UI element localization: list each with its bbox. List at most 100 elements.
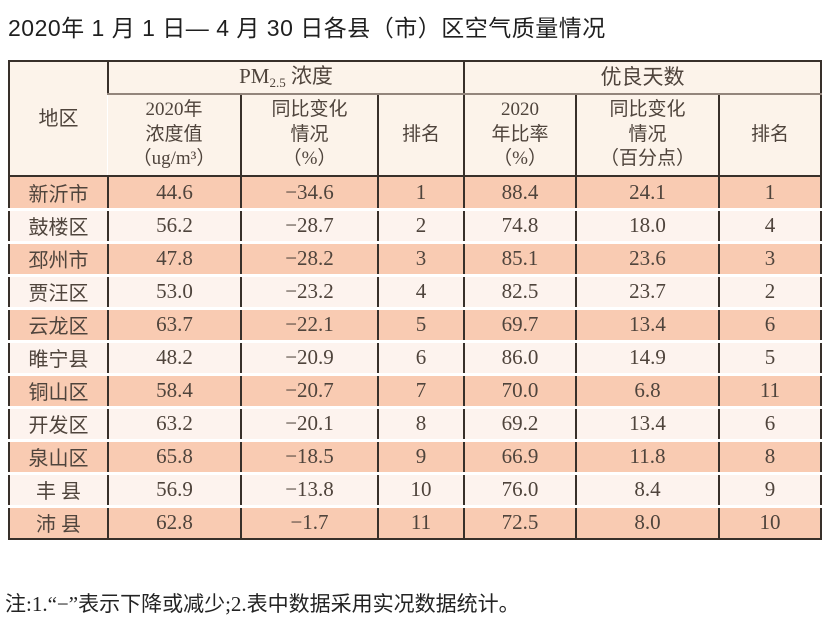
cell-region: 新沂市: [9, 176, 108, 209]
page-title: 2020年 1 月 1 日— 4 月 30 日各县（市）区空气质量情况: [8, 15, 606, 41]
cell-days-rank: 10: [718, 504, 822, 539]
cell-region: 沛 县: [9, 504, 108, 539]
cell-pm-change: −28.2: [240, 240, 378, 275]
cell-pm-rank: 7: [376, 372, 465, 407]
cell-pm-change: −20.1: [240, 405, 378, 440]
cell-days-ratio: 88.4: [463, 176, 577, 209]
column-header-pm-value: 2020年 浓度值 （ug/m³）: [108, 94, 241, 177]
cell-days-ratio: 85.1: [463, 240, 577, 275]
cell-days-change: 23.6: [575, 240, 720, 275]
table-row: 贾汪区 53.0 −23.2 4 82.5 23.7 2: [9, 273, 822, 308]
cell-pm-rank: 11: [376, 504, 465, 539]
cell-region: 丰 县: [9, 471, 108, 506]
cell-region: 邳州市: [9, 240, 108, 275]
cell-region: 铜山区: [9, 372, 108, 407]
cell-days-change: 11.8: [575, 438, 720, 473]
cell-pm-value: 62.8: [107, 504, 241, 539]
cell-days-ratio: 69.7: [463, 306, 577, 341]
cell-days-rank: 6: [718, 306, 822, 341]
cell-pm-value: 47.8: [107, 240, 241, 275]
header-sub-row: 2020年 浓度值 （ug/m³） 同比变化 情况 （%） 排名 2020 年比…: [9, 94, 822, 177]
pm25-label-subscript: 2.5: [269, 75, 286, 91]
cell-pm-change: −28.7: [240, 207, 378, 242]
column-header-pm-change: 同比变化 情况 （%）: [240, 94, 378, 177]
table-row: 开发区 63.2 −20.1 8 69.2 13.4 6: [9, 405, 822, 440]
cell-pm-rank: 8: [376, 405, 465, 440]
table-row: 鼓楼区 56.2 −28.7 2 74.8 18.0 4: [9, 207, 822, 242]
table-row: 泉山区 65.8 −18.5 9 66.9 11.8 8: [9, 438, 822, 473]
cell-pm-rank: 4: [376, 273, 465, 308]
cell-pm-change: −20.7: [240, 372, 378, 407]
cell-days-rank: 9: [718, 471, 822, 506]
cell-region: 睢宁县: [9, 339, 108, 374]
cell-days-change: 8.4: [575, 471, 720, 506]
cell-days-change: 13.4: [575, 306, 720, 341]
cell-region: 开发区: [9, 405, 108, 440]
cell-pm-change: −23.2: [240, 273, 378, 308]
cell-days-ratio: 76.0: [463, 471, 577, 506]
cell-pm-value: 53.0: [107, 273, 241, 308]
cell-days-rank: 6: [718, 405, 822, 440]
cell-pm-value: 58.4: [107, 372, 241, 407]
cell-days-ratio: 69.2: [463, 405, 577, 440]
table-row: 铜山区 58.4 −20.7 7 70.0 6.8 11: [9, 372, 822, 407]
cell-days-change: 6.8: [575, 372, 720, 407]
table-row: 沛 县 62.8 −1.7 11 72.5 8.0 10: [9, 504, 822, 539]
table-row: 丰 县 56.9 −13.8 10 76.0 8.4 9: [9, 471, 822, 506]
cell-pm-change: −13.8: [240, 471, 378, 506]
cell-days-ratio: 74.8: [463, 207, 577, 242]
cell-days-change: 24.1: [575, 176, 720, 209]
cell-days-change: 14.9: [575, 339, 720, 374]
cell-pm-change: −34.6: [240, 176, 378, 209]
column-header-days-ratio: 2020 年比率 （%）: [463, 94, 577, 177]
cell-days-ratio: 86.0: [463, 339, 577, 374]
air-quality-table: 地区 PM2.5 浓度 优良天数 2020年 浓度值 （ug/m³） 同比变化 …: [8, 60, 823, 540]
cell-pm-value: 48.2: [107, 339, 241, 374]
cell-pm-value: 56.9: [107, 471, 241, 506]
column-header-pm-rank: 排名: [376, 94, 465, 177]
cell-days-ratio: 72.5: [463, 504, 577, 539]
cell-region: 云龙区: [9, 306, 108, 341]
cell-pm-value: 63.7: [107, 306, 241, 341]
cell-days-ratio: 82.5: [463, 273, 577, 308]
column-group-good-days: 优良天数: [463, 61, 822, 95]
cell-pm-change: −18.5: [240, 438, 378, 473]
cell-days-change: 8.0: [575, 504, 720, 539]
cell-pm-value: 65.8: [107, 438, 241, 473]
cell-pm-value: 44.6: [107, 176, 241, 209]
cell-days-rank: 4: [718, 207, 822, 242]
table-row: 新沂市 44.6 −34.6 1 88.4 24.1 1: [9, 176, 822, 209]
cell-days-rank: 2: [718, 273, 822, 308]
pm25-label-suffix: 浓度: [285, 64, 333, 89]
cell-pm-change: −1.7: [240, 504, 378, 539]
cell-region: 贾汪区: [9, 273, 108, 308]
cell-pm-rank: 9: [376, 438, 465, 473]
pm25-label-prefix: PM: [239, 64, 270, 89]
cell-pm-rank: 2: [376, 207, 465, 242]
cell-pm-rank: 5: [376, 306, 465, 341]
cell-days-change: 18.0: [575, 207, 720, 242]
cell-days-rank: 11: [718, 372, 822, 407]
cell-region: 鼓楼区: [9, 207, 108, 242]
cell-pm-rank: 1: [376, 176, 465, 209]
cell-days-change: 13.4: [575, 405, 720, 440]
cell-days-rank: 8: [718, 438, 822, 473]
cell-days-change: 23.7: [575, 273, 720, 308]
table-row: 邳州市 47.8 −28.2 3 85.1 23.6 3: [9, 240, 822, 275]
cell-pm-rank: 10: [376, 471, 465, 506]
header-group-row: 地区 PM2.5 浓度 优良天数: [9, 61, 822, 177]
table-body: 新沂市 44.6 −34.6 1 88.4 24.1 1 鼓楼区 56.2 −28.7 2 74.8 1…: [9, 176, 822, 539]
cell-days-ratio: 66.9: [463, 438, 577, 473]
cell-pm-value: 63.2: [107, 405, 241, 440]
cell-region: 泉山区: [9, 438, 108, 473]
column-group-pm25: PM2.5 浓度: [106, 61, 465, 95]
column-header-region: 地区: [9, 61, 108, 177]
cell-days-ratio: 70.0: [463, 372, 577, 407]
cell-days-rank: 5: [718, 339, 822, 374]
cell-days-rank: 3: [718, 240, 822, 275]
column-header-days-change: 同比变化 情况 （百分点）: [575, 94, 720, 177]
cell-pm-rank: 6: [376, 339, 465, 374]
cell-days-rank: 1: [718, 176, 822, 209]
footnote: 注:1.“−”表示下降或减少;2.表中数据采用实况数据统计。: [5, 592, 520, 616]
